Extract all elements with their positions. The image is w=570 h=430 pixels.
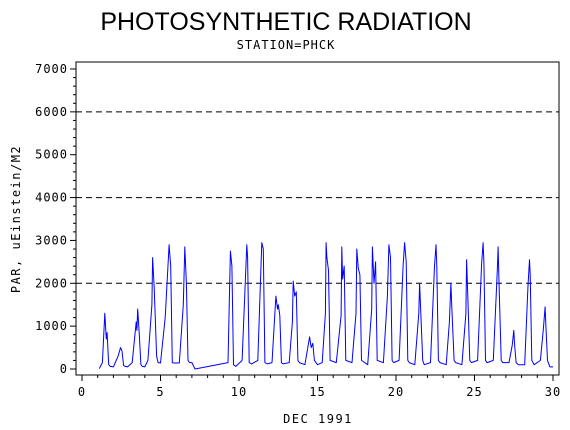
x-tick-label: 5 (156, 385, 164, 399)
y-tick-label: 7000 (35, 62, 68, 76)
x-tick-label: 25 (466, 385, 482, 399)
y-axis: 0 1000 2000 3000 4000 5000 6000 7000 (35, 62, 76, 376)
x-tick-label: 20 (388, 385, 404, 399)
y-tick-label: 6000 (35, 105, 68, 119)
y-tick-label: 2000 (35, 276, 68, 290)
x-tick-label: 10 (231, 385, 247, 399)
y-tick-label: 5000 (35, 148, 68, 162)
chart-subtitle: STATION=PHCK (237, 38, 336, 52)
reference-lines (76, 111, 559, 284)
y-tick-label: 3000 (35, 233, 68, 247)
x-axis-label: DEC 1991 (283, 412, 353, 426)
plot-frame (75, 61, 560, 376)
x-tick-label: 30 (545, 385, 561, 399)
series-group (98, 242, 553, 370)
x-tick-label: 0 (78, 385, 86, 399)
y-tick-label: 1000 (35, 319, 68, 333)
y-tick-label: 4000 (35, 191, 68, 205)
x-tick-label: 15 (309, 385, 325, 399)
chart-title: PHOTOSYNTHETIC RADIATION (100, 8, 471, 36)
series-line-0 (98, 242, 553, 370)
y-axis-label: PAR, uEinstein/M2 (9, 145, 23, 293)
x-axis: 0 5 10 15 20 25 30 (78, 375, 561, 399)
y-tick-label: 0 (60, 362, 68, 376)
